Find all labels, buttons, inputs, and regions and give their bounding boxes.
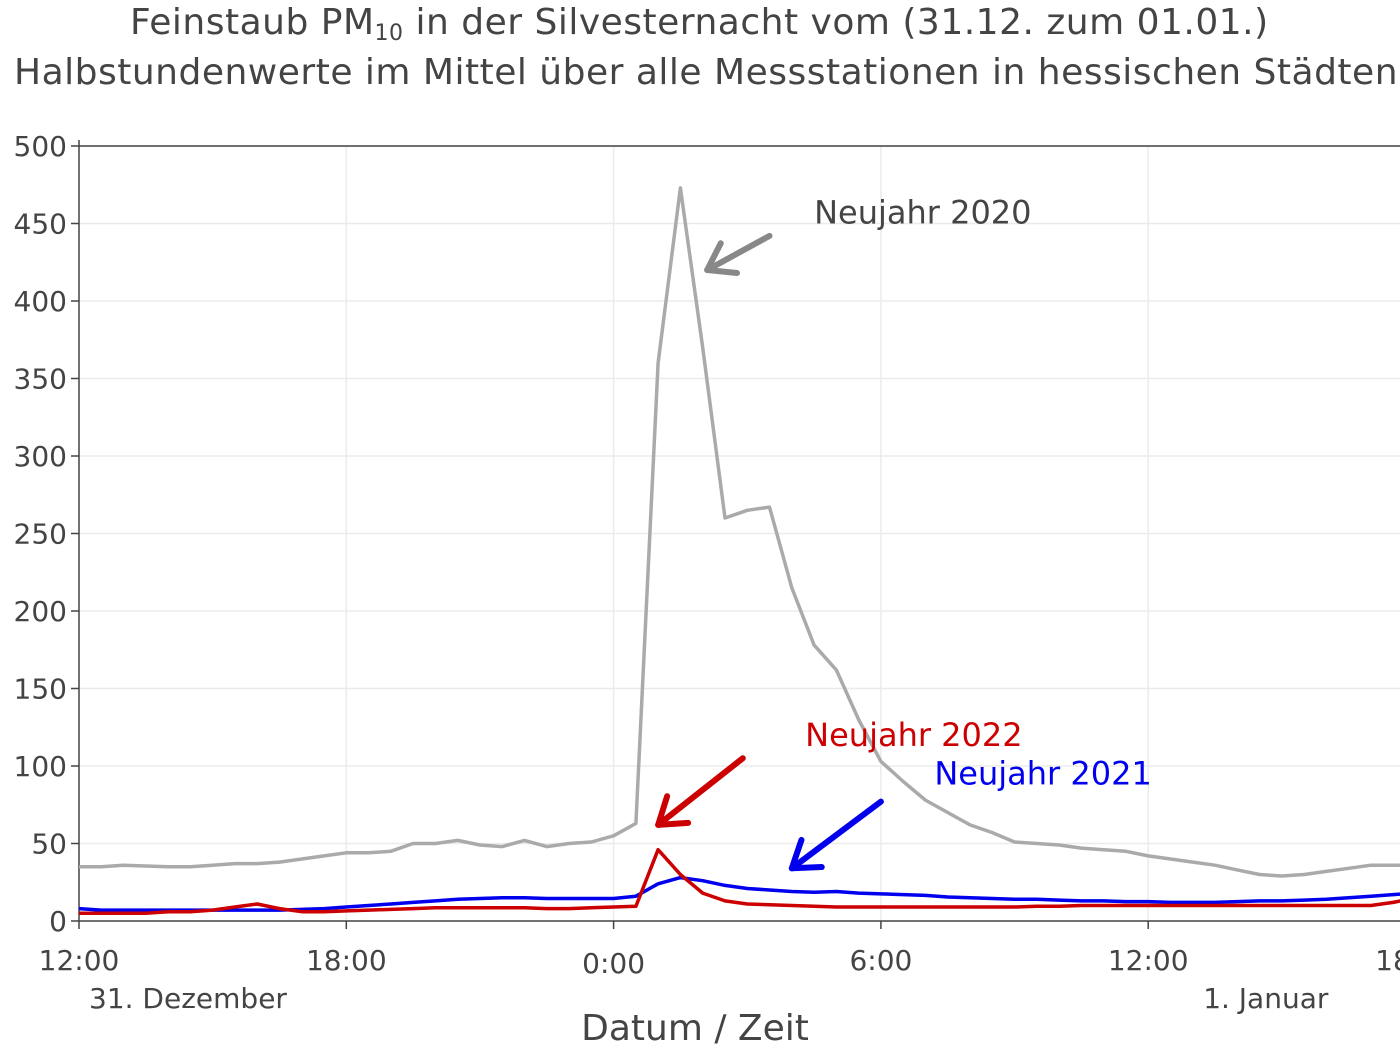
x-tick-label: 12:00 [1108, 944, 1189, 977]
chart-title-subscript: 10 [374, 21, 404, 46]
series-line-neujahr-2022 [79, 847, 1400, 916]
annotation-arrow-shaft [788, 798, 884, 872]
y-tick-label: 300 [14, 440, 67, 473]
annotation-label: Neujahr 2020 [814, 194, 1031, 232]
annotation-arrow-head [655, 793, 692, 828]
series-line-neujahr-2020 [79, 186, 1400, 878]
y-tick-label: 100 [14, 750, 67, 783]
annotation-label: Neujahr 2021 [934, 755, 1151, 793]
y-tick-label: 500 [14, 130, 67, 163]
annotation-arrow-shaft [655, 755, 746, 828]
y-tick-label: 200 [14, 595, 67, 628]
y-tick-label: 150 [14, 673, 67, 706]
x-tick-label: 6:00 [849, 944, 912, 977]
y-tick-label: 350 [14, 363, 67, 396]
x-tick-label: 0:00 [582, 947, 645, 980]
chart-title-suffix: in der Silvesternacht vom (31.12. zum 01… [403, 2, 1269, 43]
y-tick-label: 400 [14, 285, 67, 318]
x-tick-label: 18:00 [1375, 944, 1400, 977]
chart-grid [79, 145, 1400, 921]
annotation-arrow-shaft [704, 232, 773, 273]
x-tick-label: 12:00 [39, 944, 120, 977]
x-tick-label: 18:00 [306, 944, 387, 977]
chart-title: Feinstaub PM10 in der Silvesternacht vom… [130, 2, 1400, 46]
chart-axes: 0 50 100 150 200 250 300 350 400 450 500 12:00 18:00… [14, 130, 1400, 1015]
annotation-arrow-head [788, 836, 825, 872]
y-tick-label: 250 [14, 518, 67, 551]
chart-title-prefix: Feinstaub PM [130, 2, 375, 43]
annotation-arrow-head [704, 240, 741, 276]
y-tick-label: 450 [14, 208, 67, 241]
chart-series [78, 186, 1400, 916]
annotation-label: Neujahr 2022 [805, 716, 1022, 754]
y-tick-label: 50 [31, 828, 67, 861]
series-line-neujahr-2021 [78, 875, 1400, 912]
y-tick-label: 0 [49, 905, 67, 938]
x-date-label: 1. Januar [1203, 982, 1329, 1015]
chart-subtitle: Halbstundenwerte im Mittel über alle Mes… [14, 52, 1399, 93]
x-date-label: 31. Dezember [89, 982, 287, 1015]
x-axis-title: Datum / Zeit [581, 1008, 809, 1049]
